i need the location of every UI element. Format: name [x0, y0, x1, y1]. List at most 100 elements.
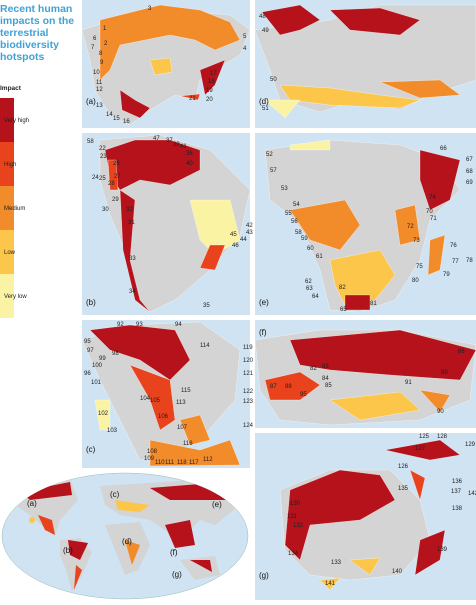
overview-label: (c)	[110, 490, 120, 499]
hotspot-number: 110	[155, 460, 165, 466]
hotspot-number: 29	[112, 197, 119, 203]
hotspot-number: 93	[136, 322, 143, 328]
overview-label: (a)	[27, 499, 37, 508]
legend-swatch	[0, 98, 14, 142]
hotspot-number: 37	[166, 138, 173, 144]
hotspot-number: 100	[92, 363, 103, 369]
hotspot-number: 41	[180, 144, 187, 150]
overview-label: (f)	[170, 548, 178, 557]
land	[99, 134, 250, 313]
panel-label: (d)	[259, 97, 269, 106]
land	[255, 4, 476, 119]
hotspot-area	[107, 159, 119, 191]
hotspot-number: 64	[312, 294, 319, 300]
hotspot-number: 108	[147, 449, 158, 455]
hotspot-number: 16	[123, 119, 130, 125]
hotspot-number: 53	[281, 186, 288, 192]
hotspot-area	[289, 139, 331, 151]
hotspot-area	[419, 149, 461, 211]
hotspot-number: 9	[100, 60, 104, 66]
hotspot-area	[149, 439, 241, 467]
hotspot-number: 30	[102, 207, 109, 213]
land	[264, 139, 461, 313]
hotspot-number: 26	[113, 161, 120, 167]
hotspot-number: 74	[429, 195, 436, 201]
hotspot-number: 129	[465, 442, 476, 448]
hotspot-number: 62	[305, 279, 312, 285]
hotspot-number: 63	[306, 286, 313, 292]
hotspot-area	[329, 391, 421, 421]
hotspot-number: 58	[295, 230, 302, 236]
hotspot-number: 83	[322, 364, 329, 370]
hotspot-area	[89, 324, 191, 381]
panel: (g) 125 126 127 128 129 130 131 132 133 134 135 136 1…	[255, 433, 476, 600]
hotspot-number: 105	[150, 398, 161, 404]
hotspot-area	[119, 89, 151, 119]
hotspot-number: 138	[452, 506, 463, 512]
hotspot-number: 58	[87, 139, 94, 145]
hotspot-number: 55	[285, 211, 292, 217]
title-text: Recent human impacts on the terrestrial bio…	[0, 3, 74, 63]
hotspot-area	[409, 469, 426, 501]
hotspot-number: 97	[87, 348, 94, 354]
legend-swatch	[0, 186, 14, 230]
hotspot-number: 123	[243, 399, 254, 405]
panel: (d) 48 49 50 51	[255, 0, 476, 128]
hotspot-number: 124	[243, 423, 254, 429]
hotspot-area	[99, 4, 241, 81]
hotspot-number: 133	[331, 560, 342, 566]
hotspot-area	[419, 389, 451, 413]
hotspot-number: 114	[200, 343, 210, 349]
hotspot-number: 134	[288, 551, 299, 557]
hotspot-number: 39	[173, 142, 180, 148]
hotspot-number: 132	[293, 523, 304, 529]
hotspot-area	[199, 59, 226, 96]
hotspot-number: 81	[370, 301, 377, 307]
hotspot-number: 121	[243, 371, 254, 377]
hotspot-number: 106	[158, 414, 169, 420]
hotspot-number: 137	[451, 489, 462, 495]
hotspot-number: 69	[466, 180, 473, 186]
hotspot-number: 68	[466, 169, 473, 175]
hotspot-number: 95	[300, 392, 307, 398]
land	[82, 4, 250, 126]
hotspot-number: 125	[419, 434, 430, 440]
hotspot-number: 57	[270, 168, 277, 174]
hotspot-number: 2	[104, 41, 108, 47]
hotspot-number: 28	[108, 181, 115, 187]
hotspot-number: 54	[293, 202, 300, 208]
hotspot-number: 127	[415, 446, 426, 452]
hotspot-number: 141	[325, 581, 336, 587]
hotspot-number: 102	[98, 411, 109, 417]
panel: (e)5253545556575859606162636465666768697…	[255, 133, 476, 315]
land-mass	[264, 139, 461, 313]
hotspot-area	[264, 371, 321, 401]
panel-label: (a)	[86, 97, 96, 106]
panel-label: (f)	[259, 328, 267, 337]
hotspot-number: 61	[316, 254, 323, 260]
hotspot-number: 120	[243, 358, 254, 364]
hotspot-number: 33	[129, 256, 136, 262]
hotspot-number: 59	[301, 236, 308, 242]
legend-label: Low	[4, 250, 16, 256]
land	[255, 329, 476, 426]
hotspot-number: 84	[322, 376, 329, 382]
hotspot-area	[394, 204, 421, 246]
hotspot-number: 136	[452, 479, 463, 485]
hotspot-number: 122	[243, 389, 254, 395]
hotspot-number: 25	[99, 176, 106, 182]
hotspot-number: 103	[107, 428, 118, 434]
hotspot-number: 90	[437, 409, 444, 415]
hotspot-number: 50	[270, 77, 277, 83]
hotspot-number: 18	[208, 79, 215, 85]
hotspot-number: 23	[100, 154, 107, 160]
hotspot-number: 40	[186, 161, 193, 167]
hotspot-number: 82	[310, 366, 317, 372]
hotspot-number: 20	[206, 97, 213, 103]
hotspot-number: 65	[340, 307, 347, 313]
hotspot-area	[179, 414, 211, 446]
hotspot-area	[289, 199, 361, 251]
